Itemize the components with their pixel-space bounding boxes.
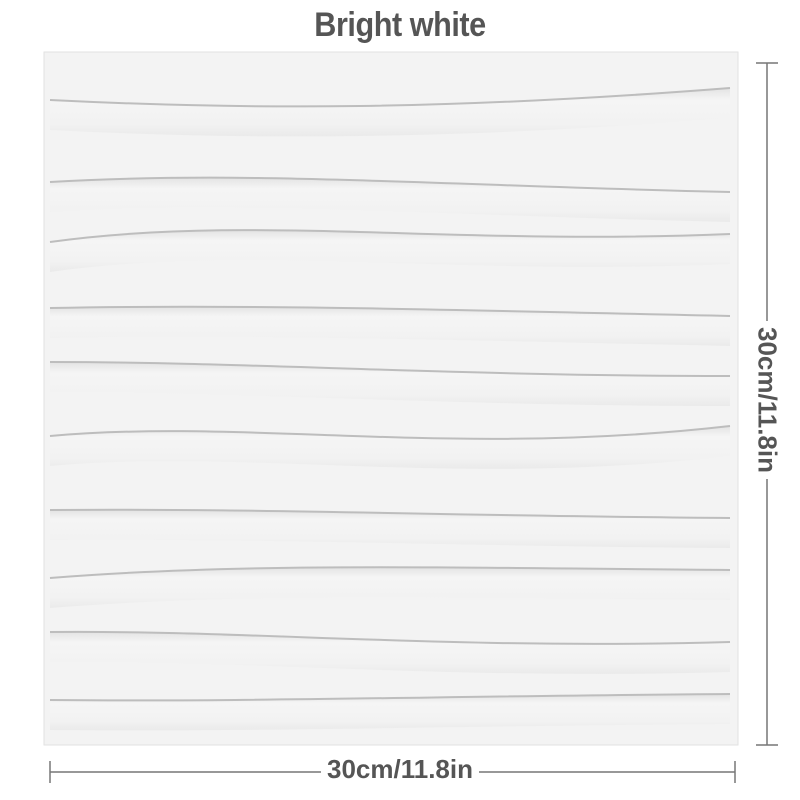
wave-groove <box>49 229 731 243</box>
wave-groove <box>49 508 731 519</box>
wave-groove <box>49 305 731 317</box>
wave-band <box>50 306 730 346</box>
wave-band <box>50 177 730 222</box>
width-label: 30cm/11.8in <box>321 754 479 784</box>
wave-band <box>50 567 730 608</box>
height-label: 30cm/11.8in <box>751 321 783 479</box>
wave-groove <box>49 566 731 579</box>
wave-groove <box>49 425 731 440</box>
wave-band <box>50 362 730 406</box>
wave-band <box>50 426 730 469</box>
wave-groove <box>49 87 731 108</box>
product-title: Bright white <box>314 6 486 44</box>
wave-groove <box>49 630 731 645</box>
wave-band <box>50 694 730 731</box>
wave-groove <box>49 361 731 377</box>
wave-band <box>50 509 730 548</box>
width-label-wrap: 30cm/11.8in <box>0 754 800 785</box>
wave-band <box>50 230 730 272</box>
wave-groove <box>49 176 731 193</box>
wave-groove <box>49 693 731 702</box>
wave-band <box>50 631 730 674</box>
